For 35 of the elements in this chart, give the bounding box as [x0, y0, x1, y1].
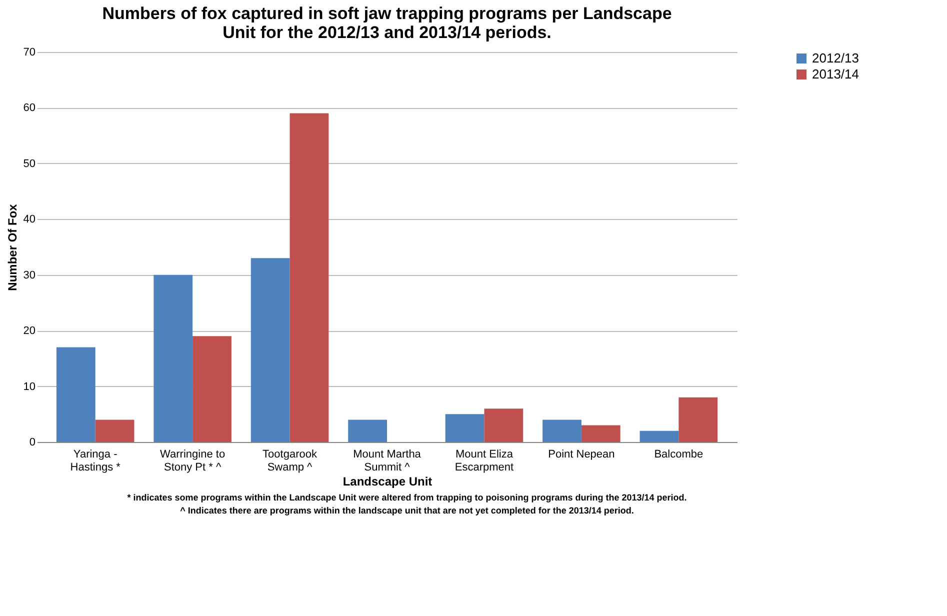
bar	[56, 347, 96, 442]
legend-label: 2012/13	[812, 50, 859, 66]
x-tick-label: Mount Martha Summit ^	[353, 448, 422, 474]
bar	[290, 113, 329, 442]
y-tick-label: 20	[23, 325, 36, 338]
bar	[192, 336, 232, 442]
text: * indicates some programs within the Landscape Unit were altered from trapping to poisoning programs during the 2013/14 period.	[127, 492, 687, 502]
x-tick-label: Tootgarook Swamp ^	[262, 448, 318, 474]
x-tick-label: Point Nepean	[548, 448, 615, 460]
y-axis-title: Number Of Fox	[5, 204, 20, 291]
text: ^ Indicates there are programs within the landscape unit that are not yet completed for the 2013/14 period.	[180, 506, 634, 516]
x-axis-title: Landscape Unit	[342, 474, 432, 488]
x-tick-label: Mount Eliza Escarpment	[454, 448, 514, 474]
x-tick-label: Balcombe	[654, 448, 704, 460]
y-tick-label: 10	[23, 380, 36, 393]
bar	[640, 430, 679, 442]
x-tick-label: Warringine to Stony Pt * ^	[160, 448, 226, 474]
bar	[250, 258, 290, 442]
bar	[484, 408, 524, 442]
y-tick-label: 40	[23, 214, 36, 226]
y-tick-label: 60	[23, 102, 36, 114]
y-tick-label: 70	[23, 46, 36, 58]
chart-title: Numbers of fox captured in soft jaw trapping programs per Landscape Unit for the 2012/13 and 2013/14 periods.	[102, 4, 672, 42]
bar	[445, 414, 484, 442]
y-tick-label: 0	[29, 436, 36, 448]
y-tick-label: 50	[23, 158, 36, 170]
y-tick-label: 30	[23, 269, 36, 282]
bar	[348, 420, 387, 442]
bar	[678, 397, 718, 442]
x-tick-label: Yaringa - Hastings *	[70, 448, 122, 474]
legend-label: 2013/14	[812, 66, 859, 82]
bar	[581, 425, 620, 442]
bar	[154, 274, 193, 442]
bar	[542, 420, 582, 442]
bar	[95, 420, 134, 442]
